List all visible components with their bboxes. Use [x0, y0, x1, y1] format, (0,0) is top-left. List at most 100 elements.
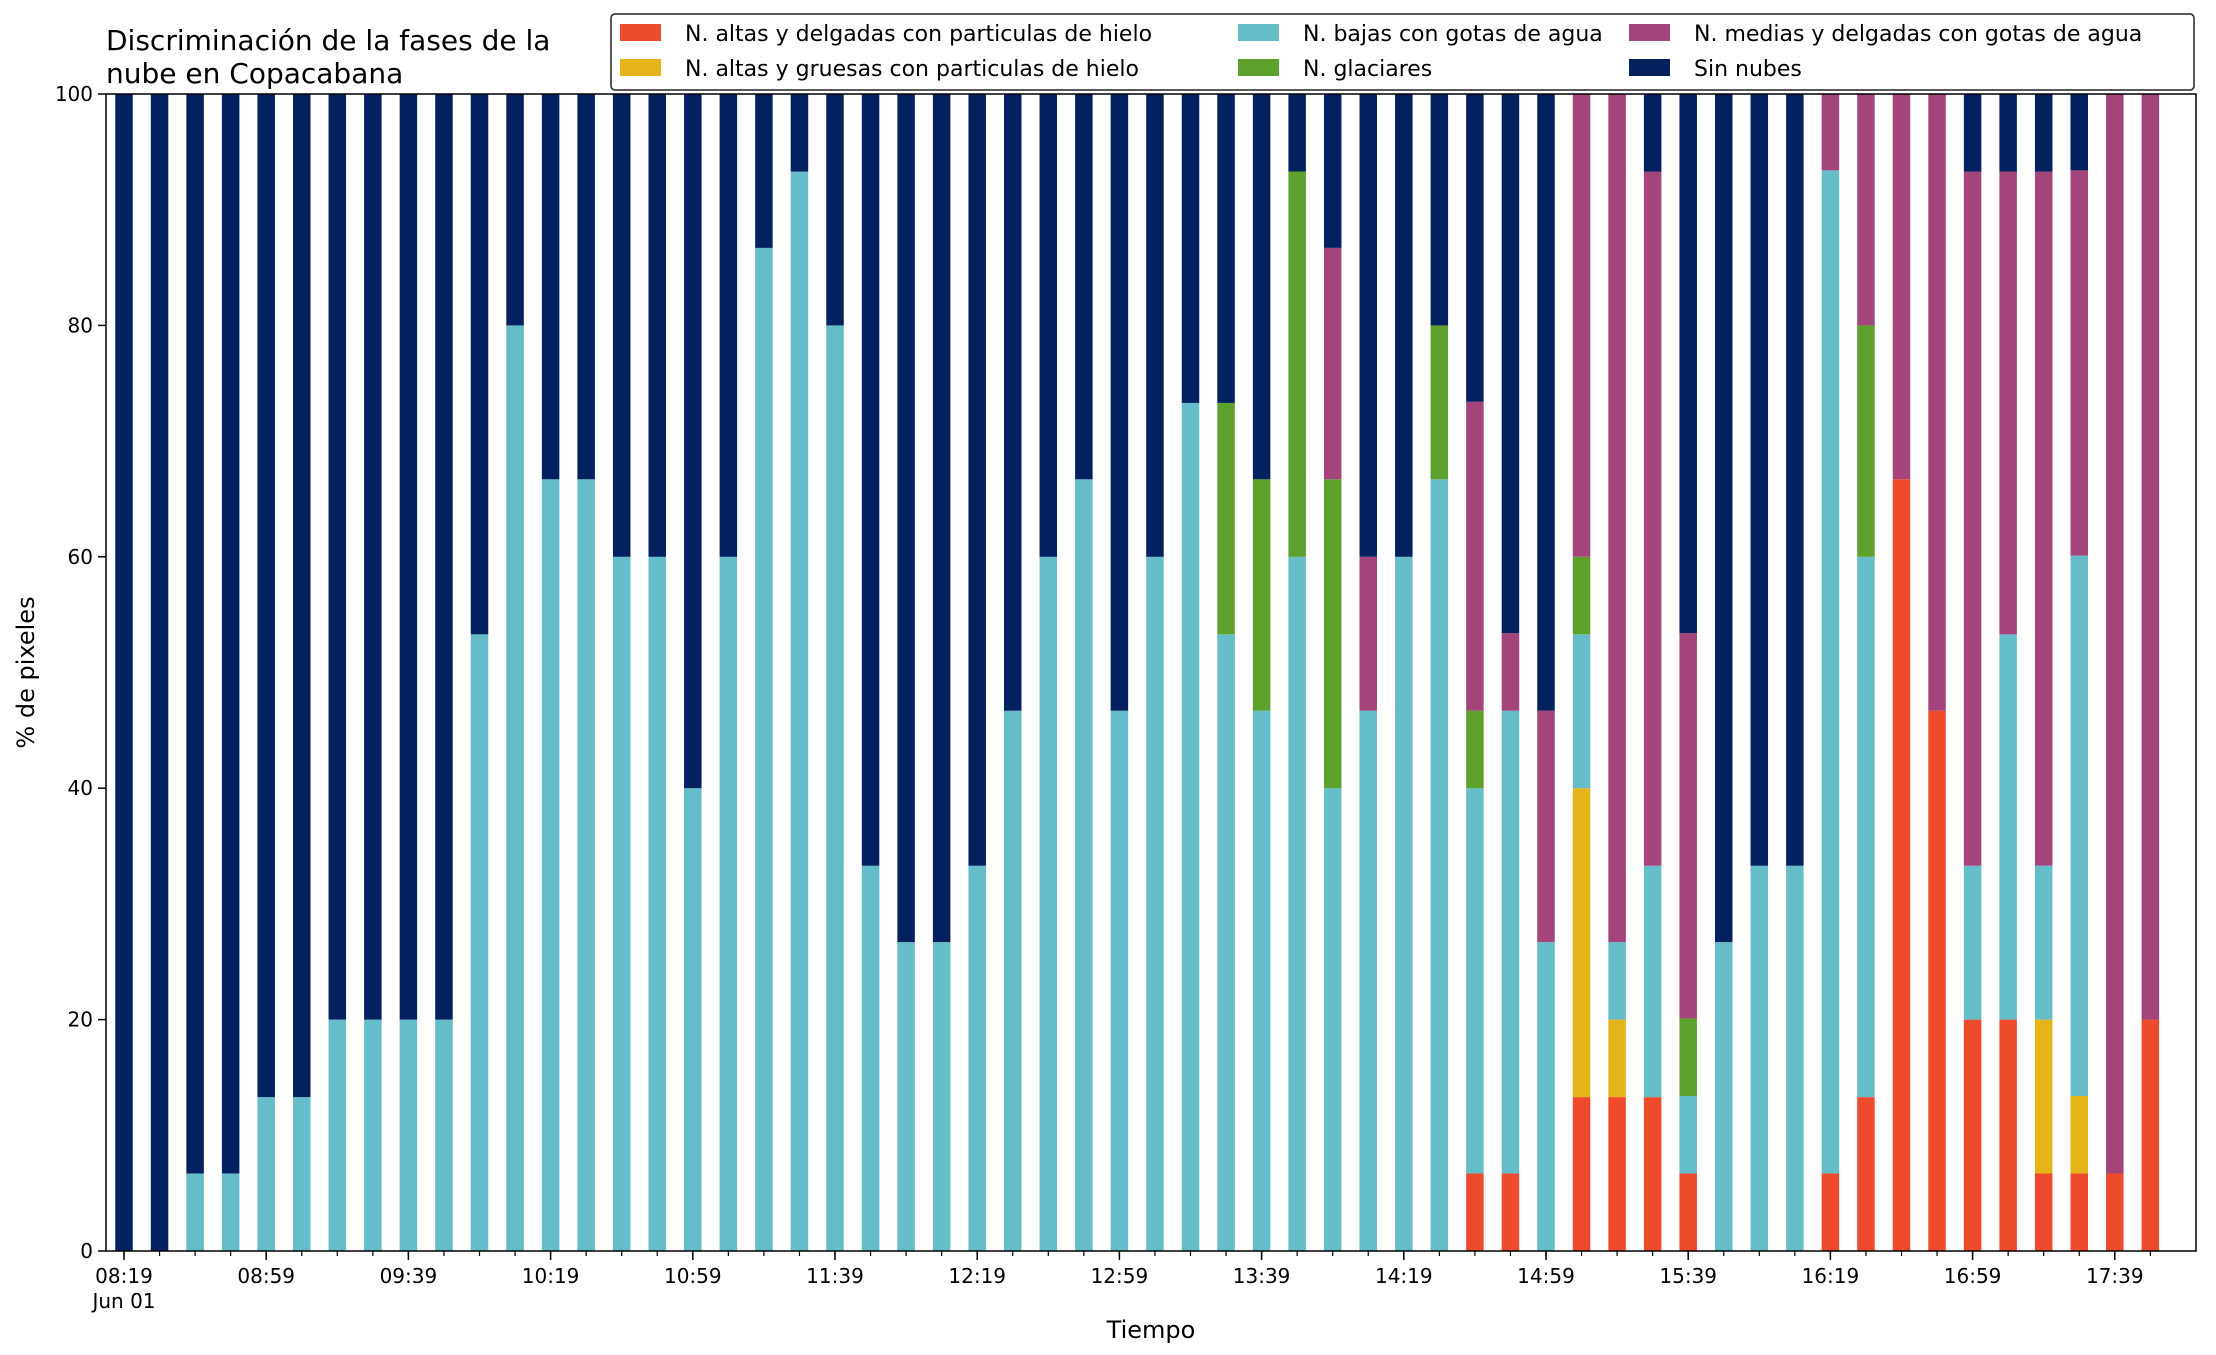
bar-segment-16-s5 — [684, 94, 702, 789]
x-tick-label: 12:19 — [948, 1264, 1006, 1288]
bar-segment-23-s2 — [932, 942, 951, 1251]
bar-segment-4-s2 — [257, 1097, 275, 1251]
bar-segment-42-s0 — [1608, 1097, 1626, 1251]
x-tick-label: 16:59 — [1944, 1264, 2002, 1288]
bar-segment-18-s5 — [755, 94, 773, 248]
bar-segment-6-s5 — [328, 94, 347, 1020]
bar-segment-51-s4 — [1928, 94, 1946, 711]
x-tick-label: 14:59 — [1517, 1264, 1575, 1288]
bar-segment-31-s3 — [1217, 402, 1235, 635]
x-tick-label: 17:39 — [2086, 1264, 2144, 1288]
bar-segment-50-s0 — [1892, 479, 1911, 1251]
legend-swatch-1 — [620, 59, 661, 76]
bar-segment-22-s5 — [897, 94, 915, 943]
bar-segment-44-s5 — [1679, 94, 1697, 634]
bar-segment-35-s2 — [1359, 710, 1377, 1251]
bar-segment-46-s5 — [1750, 94, 1769, 866]
bar-segment-45-s2 — [1715, 942, 1733, 1251]
bar-segment-34-s4 — [1323, 247, 1342, 480]
bar-segment-43-s0 — [1643, 1097, 1662, 1251]
bar-segment-54-s4 — [2034, 171, 2053, 866]
bar-segment-20-s2 — [826, 325, 844, 1251]
bar-segment-43-s5 — [1643, 94, 1662, 172]
bar-segment-45-s5 — [1715, 94, 1733, 943]
bar-segment-2-s2 — [186, 1173, 204, 1251]
bar-segment-3-s2 — [221, 1173, 240, 1251]
bar-segment-34-s5 — [1323, 94, 1342, 248]
legend-swatch-5 — [1629, 59, 1670, 76]
legend-swatch-2 — [1238, 24, 1279, 41]
bar-segment-44-s2 — [1679, 1095, 1697, 1174]
legend-box — [610, 13, 2195, 91]
bar-segment-22-s2 — [897, 942, 915, 1251]
bar-segment-41-s4 — [1572, 94, 1591, 557]
bar-segment-29-s5 — [1146, 94, 1164, 557]
bar-segment-27-s2 — [1075, 479, 1093, 1251]
bar-segment-29-s2 — [1146, 556, 1164, 1251]
bar-segment-6-s2 — [328, 1019, 347, 1251]
y-tick-label: 80 — [68, 313, 93, 337]
bar-segment-57-s4 — [2141, 94, 2160, 1020]
bars-layer — [115, 94, 2160, 1251]
bar-segment-19-s5 — [790, 94, 809, 172]
bar-segment-28-s2 — [1110, 710, 1129, 1251]
y-tick-label: 20 — [68, 1008, 93, 1032]
bar-segment-49-s3 — [1857, 325, 1875, 557]
bar-segment-57-s0 — [2141, 1019, 2160, 1251]
x-tick-label: 10:59 — [664, 1264, 722, 1288]
bar-segment-37-s5 — [1430, 94, 1449, 326]
bar-segment-44-s4 — [1679, 633, 1697, 1019]
y-axis: 0 20 40 60 80 100 — [55, 82, 106, 1263]
bar-segment-42-s4 — [1608, 94, 1626, 943]
legend-label-2: N. bajas con gotas de agua — [1303, 22, 1603, 47]
bar-segment-10-s5 — [470, 94, 489, 635]
x-axis-title: Tiempo — [1106, 1316, 1196, 1344]
bar-segment-38-s0 — [1466, 1173, 1484, 1251]
bar-segment-38-s4 — [1466, 401, 1484, 711]
bar-segment-41-s3 — [1572, 556, 1591, 635]
bar-segment-40-s4 — [1537, 710, 1555, 943]
x-tick-label: 09:39 — [380, 1264, 438, 1288]
bar-segment-26-s2 — [1039, 556, 1058, 1251]
legend-swatch-0 — [620, 24, 661, 41]
bar-segment-47-s2 — [1786, 865, 1804, 1251]
x-tick-label: 08:19 — [95, 1264, 153, 1288]
bar-segment-34-s3 — [1323, 479, 1342, 789]
bar-segment-11-s5 — [506, 94, 524, 326]
bar-segment-55-s5 — [2070, 94, 2088, 171]
x-tick-label: 11:39 — [806, 1264, 864, 1288]
bar-segment-53-s4 — [1999, 171, 2017, 635]
bar-segment-37-s3 — [1430, 325, 1449, 480]
bar-segment-23-s5 — [932, 94, 951, 943]
bar-segment-13-s2 — [577, 479, 595, 1251]
bar-segment-28-s5 — [1110, 94, 1129, 711]
bar-segment-9-s2 — [435, 1019, 453, 1251]
bar-segment-55-s4 — [2070, 170, 2088, 556]
bar-segment-11-s2 — [506, 325, 524, 1251]
bar-segment-38-s2 — [1466, 788, 1484, 1174]
bar-segment-38-s5 — [1466, 94, 1484, 402]
bar-segment-7-s5 — [364, 94, 382, 1020]
x-tick-label: 12:59 — [1091, 1264, 1149, 1288]
bar-segment-43-s4 — [1643, 171, 1662, 866]
bar-segment-39-s5 — [1501, 94, 1520, 634]
bar-segment-33-s2 — [1288, 556, 1306, 1251]
bar-segment-31-s2 — [1217, 634, 1235, 1251]
y-tick-label: 40 — [68, 776, 93, 800]
bar-segment-8-s2 — [399, 1019, 418, 1251]
bar-segment-14-s5 — [612, 94, 631, 557]
bar-segment-25-s2 — [1004, 710, 1022, 1251]
bar-segment-39-s4 — [1501, 633, 1520, 711]
bar-segment-46-s2 — [1750, 865, 1769, 1251]
y-tick-label: 100 — [55, 82, 93, 106]
bar-segment-25-s5 — [1004, 94, 1022, 711]
bar-segment-42-s2 — [1608, 942, 1626, 1020]
bar-segment-3-s5 — [221, 94, 240, 1174]
bar-segment-33-s3 — [1288, 171, 1306, 557]
bar-segment-40-s2 — [1537, 942, 1555, 1251]
bar-segment-5-s5 — [293, 94, 311, 1098]
bar-segment-54-s2 — [2034, 865, 2053, 1020]
y-tick-label: 60 — [68, 545, 93, 569]
